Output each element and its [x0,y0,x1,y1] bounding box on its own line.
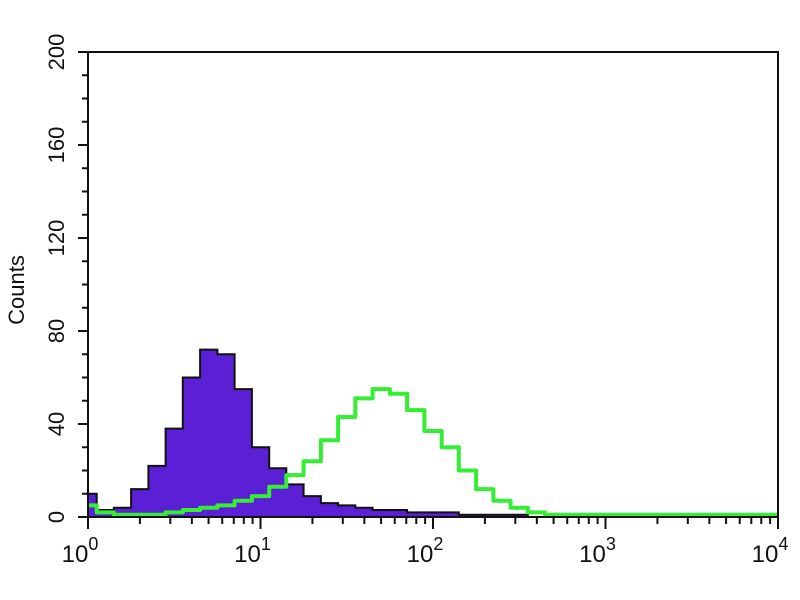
x-tick-base: 10 [407,541,434,568]
y-tick-label: 80 [44,319,69,343]
series-1-histogram-line [88,387,778,517]
y-axis-label: Counts [4,255,29,325]
series-layer [87,348,778,518]
x-tick-label: 102 [407,534,444,568]
y-tick-label: 40 [44,412,69,436]
x-tick-label: 101 [234,534,271,568]
x-tick-label: 103 [579,534,616,568]
x-tick-base: 10 [62,541,89,568]
x-tick-base: 10 [234,541,261,568]
x-tick-exponent: 3 [606,534,616,554]
x-tick-exponent: 0 [88,534,98,554]
y-tick-label: 120 [44,220,69,257]
x-tick-base: 10 [752,541,779,568]
y-tick-label: 160 [44,127,69,164]
x-tick-label: 104 [752,534,789,568]
y-axis: 0 40 80 120 160 200 [44,34,88,523]
x-tick-exponent: 4 [778,534,788,554]
x-tick-base: 10 [579,541,606,568]
x-tick-label: 100 [62,534,99,568]
y-tick-label: 200 [44,34,69,71]
series-0-histogram-fill [87,348,778,518]
y-tick-label: 0 [44,511,69,523]
x-tick-exponent: 1 [261,534,271,554]
x-tick-exponent: 2 [433,534,443,554]
x-axis: 100 101 102 103 104 [62,517,789,568]
